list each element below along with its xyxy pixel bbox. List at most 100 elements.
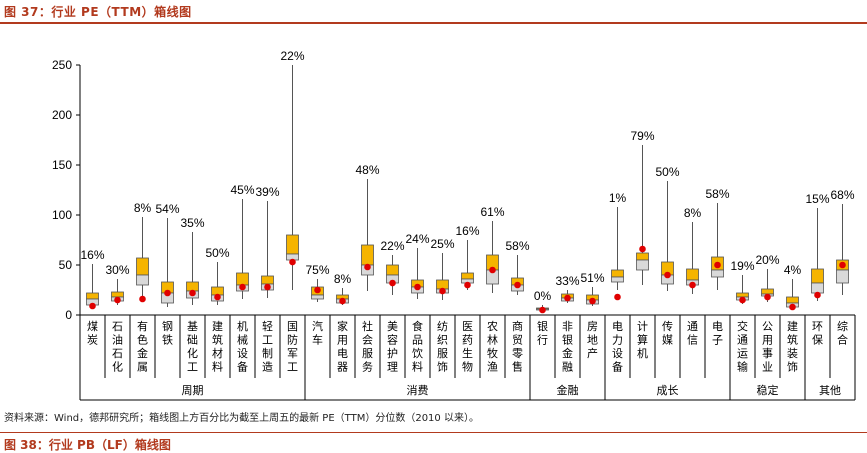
current-value-dot: [539, 306, 546, 314]
box-计算机: 79%: [630, 129, 655, 285]
current-value-dot: [439, 287, 446, 295]
category-label: 通信: [687, 320, 698, 347]
percentile-label: 50%: [205, 246, 229, 260]
box-公用事业: 20%: [755, 253, 780, 302]
box-国防军工: 22%: [280, 49, 305, 290]
group-label: 金融: [557, 383, 579, 397]
box-基础化工: 35%: [180, 216, 205, 305]
current-value-dot: [389, 279, 396, 287]
percentile-label: 20%: [755, 253, 779, 267]
current-value-dot: [714, 261, 721, 269]
category-label: 环保: [812, 320, 823, 347]
percentile-label: 61%: [480, 205, 504, 219]
box-轻工制造: 39%: [255, 185, 280, 298]
percentile-label: 68%: [830, 188, 854, 202]
y-tick-label: 150: [52, 158, 72, 172]
upper-box: [436, 279, 449, 290]
lower-box: [611, 276, 624, 283]
box-社会服务: 48%: [355, 163, 380, 291]
lower-box: [311, 294, 324, 300]
box-电力设备: 1%: [609, 191, 627, 301]
box-房地产: 51%: [580, 271, 605, 306]
upper-box: [761, 288, 774, 295]
box-汽车: 75%: [305, 263, 330, 302]
box-农林牧渔: 61%: [480, 205, 505, 293]
current-value-dot: [214, 293, 221, 301]
box-传媒: 50%: [655, 165, 680, 291]
percentile-label: 45%: [230, 183, 254, 197]
current-value-dot: [114, 296, 121, 304]
category-label: 公用事业: [762, 320, 773, 374]
percentile-label: 16%: [80, 248, 104, 262]
box-电子: 58%: [705, 187, 730, 290]
current-value-dot: [514, 281, 521, 289]
box-通信: 8%: [684, 206, 702, 294]
percentile-label: 22%: [380, 239, 404, 253]
box-美容护理: 22%: [380, 239, 405, 295]
percentile-label: 48%: [355, 163, 379, 177]
percentile-label: 54%: [155, 202, 179, 216]
category-label: 钢铁: [162, 320, 173, 347]
category-label: 社会服务: [362, 319, 373, 374]
box-交通运输: 19%: [730, 259, 755, 304]
category-label: 食品饮料: [412, 319, 423, 374]
box-商贸零售: 58%: [505, 239, 530, 295]
upper-box: [186, 281, 199, 292]
upper-box: [86, 292, 99, 300]
box-煤炭: 16%: [80, 248, 105, 310]
current-value-dot: [264, 283, 271, 291]
percentile-label: 58%: [505, 239, 529, 253]
upper-box: [236, 272, 249, 286]
box-钢铁: 54%: [155, 202, 180, 307]
y-tick-label: 0: [65, 308, 72, 322]
current-value-dot: [489, 266, 496, 274]
title-rule: [0, 22, 867, 24]
next-figure-rule: [0, 432, 867, 433]
percentile-label: 8%: [134, 201, 152, 215]
category-label: 国防军工: [287, 320, 298, 374]
category-label: 纺织服饰: [437, 319, 448, 374]
category-label: 机械设备: [237, 319, 248, 374]
y-tick-label: 200: [52, 108, 72, 122]
current-value-dot: [314, 286, 321, 294]
percentile-label: 58%: [705, 187, 729, 201]
category-label: 银行: [537, 319, 548, 347]
category-label: 综合: [837, 319, 848, 347]
current-value-dot: [339, 297, 346, 305]
current-value-dot: [639, 245, 646, 253]
box-银行: 0%: [534, 289, 552, 314]
group-label: 周期: [182, 384, 204, 397]
upper-box: [611, 269, 624, 278]
upper-box: [811, 268, 824, 284]
percentile-label: 15%: [805, 192, 829, 206]
current-value-dot: [839, 261, 846, 269]
percentile-label: 50%: [655, 165, 679, 179]
category-label: 轻工制造: [262, 319, 273, 374]
box-家用电器: 8%: [334, 272, 352, 305]
figure-title: 图 37：行业 PE（TTM）箱线图: [4, 5, 192, 19]
category-label: 传媒: [662, 320, 673, 347]
current-value-dot: [364, 263, 371, 271]
upper-box: [286, 234, 299, 255]
next-figure-title: 图 38：行业 PB（LF）箱线图: [4, 438, 171, 452]
category-label: 电力设备: [612, 320, 623, 374]
upper-box: [636, 252, 649, 261]
percentile-label: 75%: [305, 263, 329, 277]
lower-box: [836, 269, 849, 284]
y-tick-label: 100: [52, 208, 72, 222]
percentile-label: 33%: [555, 274, 579, 288]
upper-box: [111, 291, 124, 298]
percentile-label: 39%: [255, 185, 279, 199]
current-value-dot: [89, 302, 96, 310]
upper-box: [461, 272, 474, 280]
percentile-label: 22%: [280, 49, 304, 63]
percentile-label: 35%: [180, 216, 204, 230]
box-石油石化: 30%: [105, 263, 130, 305]
percentile-label: 24%: [405, 232, 429, 246]
box-食品饮料: 24%: [405, 232, 430, 299]
lower-box: [711, 269, 724, 278]
upper-box: [261, 275, 274, 285]
category-label: 美容护理: [387, 320, 398, 374]
percentile-label: 8%: [684, 206, 702, 220]
